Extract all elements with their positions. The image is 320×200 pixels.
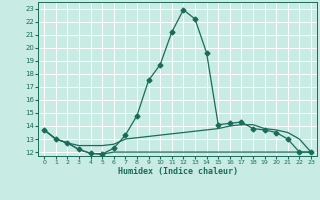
X-axis label: Humidex (Indice chaleur): Humidex (Indice chaleur) — [118, 167, 238, 176]
